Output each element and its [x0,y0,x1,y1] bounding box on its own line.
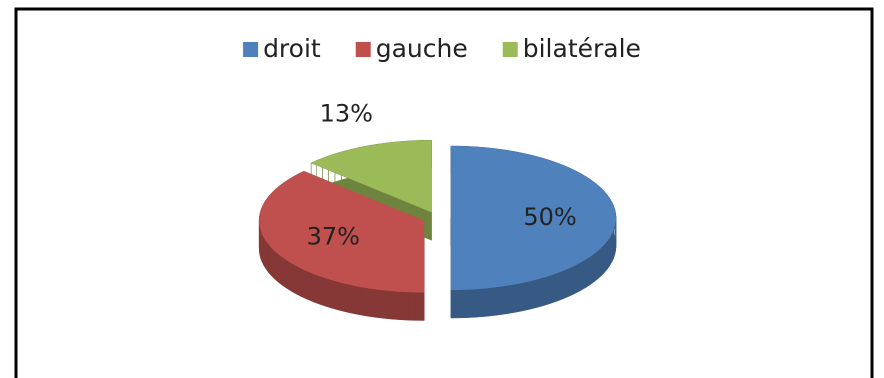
data-label: 37% [307,223,360,251]
legend-label: gauche [376,34,468,63]
slice [259,171,425,293]
slice [311,140,432,213]
chart-frame [14,7,874,378]
legend-label: bilatérale [523,34,641,63]
slice [451,146,616,290]
data-label: 13% [320,99,373,127]
legend-swatch [502,42,518,57]
legend-swatch [355,42,371,57]
data-label: 50% [523,203,576,231]
legend-swatch [243,42,259,57]
legend-label: droit [263,34,321,63]
